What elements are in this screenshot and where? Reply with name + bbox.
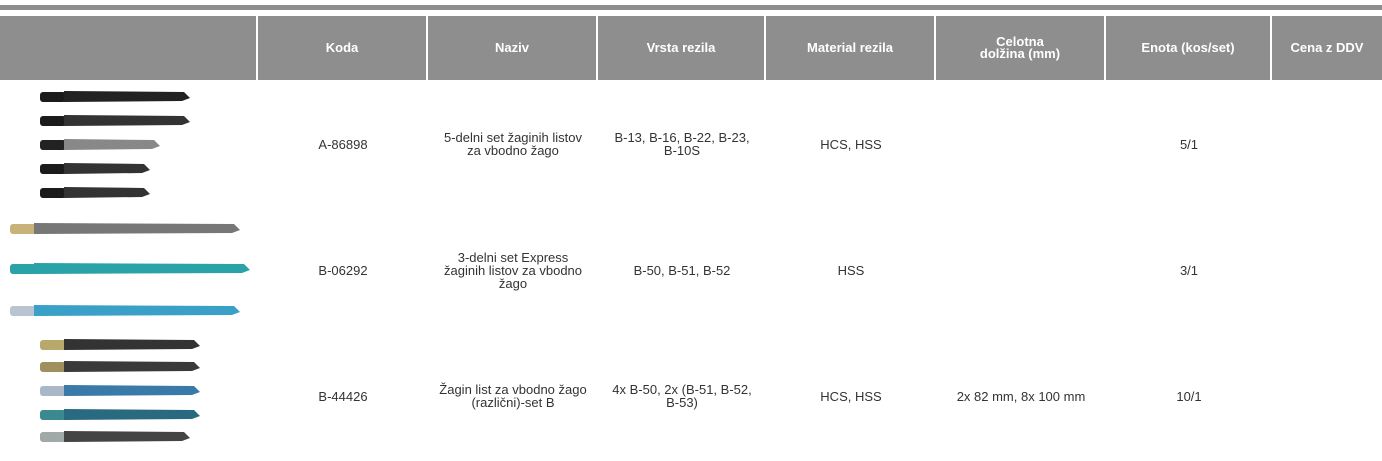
header-row: Koda Naziv Vrsta rezila Material rezila …	[0, 16, 1382, 80]
header-cell: Vrsta rezila	[598, 16, 766, 80]
cell-dolzina	[936, 206, 1106, 332]
cell-naziv: 5-delni set žaginih listov za vbodno žag…	[428, 80, 598, 206]
blade-body	[34, 223, 240, 234]
blade-body	[64, 409, 200, 420]
cell-vrsta: B-50, B-51, B-52	[598, 206, 766, 332]
cell-dolzina	[936, 80, 1106, 206]
header-cell: Naziv	[428, 16, 598, 80]
top-bar	[0, 5, 1382, 10]
blade-shank	[40, 362, 66, 372]
blade-body	[64, 163, 150, 174]
header-cell: Koda	[258, 16, 428, 80]
blade-shank	[40, 164, 66, 174]
cell-material: HCS, HSS	[766, 80, 936, 206]
header-cell: Cena z DDV	[1272, 16, 1382, 80]
blade-body	[64, 431, 190, 442]
blade-body	[64, 91, 190, 102]
blade-shank	[10, 264, 36, 274]
blade-body	[34, 305, 240, 316]
blade-body	[64, 187, 150, 198]
blade-body	[64, 139, 160, 150]
cell-vrsta: 4x B-50, 2x (B-51, B-52, B-53)	[598, 332, 766, 458]
cell-dolzina: 2x 82 mm, 8x 100 mm	[936, 332, 1106, 458]
blade-shank	[40, 340, 66, 350]
image-cell	[0, 206, 258, 332]
header-cell	[0, 16, 258, 80]
product-table: Koda Naziv Vrsta rezila Material rezila …	[0, 16, 1382, 458]
image-cell	[0, 80, 258, 206]
blade-body	[64, 115, 190, 126]
cell-naziv: Žagin list za vbodno žago (različni)-set…	[428, 332, 598, 458]
image-cell	[0, 332, 258, 458]
blade-shank	[10, 224, 36, 234]
blade-shank	[40, 140, 66, 150]
product-image	[10, 223, 250, 316]
blade-body	[34, 263, 250, 274]
cell-cena	[1272, 206, 1382, 332]
cell-naziv: 3-delni set Express žaginih listov za vb…	[428, 206, 598, 332]
cell-cena	[1272, 80, 1382, 206]
blade-body	[64, 385, 200, 396]
header-cell: Celotna dolžina (mm)	[936, 16, 1106, 80]
blade-body	[64, 339, 200, 350]
cell-vrsta: B-13, B-16, B-22, B-23, B-10S	[598, 80, 766, 206]
blade-shank	[40, 432, 66, 442]
cell-koda: B-44426	[258, 332, 428, 458]
blade-shank	[10, 306, 36, 316]
blade-shank	[40, 188, 66, 198]
header-cell: Material rezila	[766, 16, 936, 80]
cell-cena	[1272, 332, 1382, 458]
blade-shank	[40, 386, 66, 396]
cell-material: HCS, HSS	[766, 332, 936, 458]
product-row: B-44426 Žagin list za vbodno žago (različ…	[0, 332, 1382, 458]
blade-shank	[40, 410, 66, 420]
product-image	[40, 91, 190, 198]
product-image	[40, 339, 200, 442]
cell-material: HSS	[766, 206, 936, 332]
blade-shank	[40, 116, 66, 126]
blade-body	[64, 361, 200, 372]
cell-enota: 5/1	[1106, 80, 1272, 206]
cell-koda: A-86898	[258, 80, 428, 206]
product-row: A-86898 5-delni set žaginih listov za vbo…	[0, 80, 1382, 206]
product-row: B-06292 3-delni set Express žaginih listo…	[0, 206, 1382, 332]
cell-enota: 3/1	[1106, 206, 1272, 332]
cell-enota: 10/1	[1106, 332, 1272, 458]
header-cell: Enota (kos/set)	[1106, 16, 1272, 80]
cell-koda: B-06292	[258, 206, 428, 332]
blade-shank	[40, 92, 66, 102]
